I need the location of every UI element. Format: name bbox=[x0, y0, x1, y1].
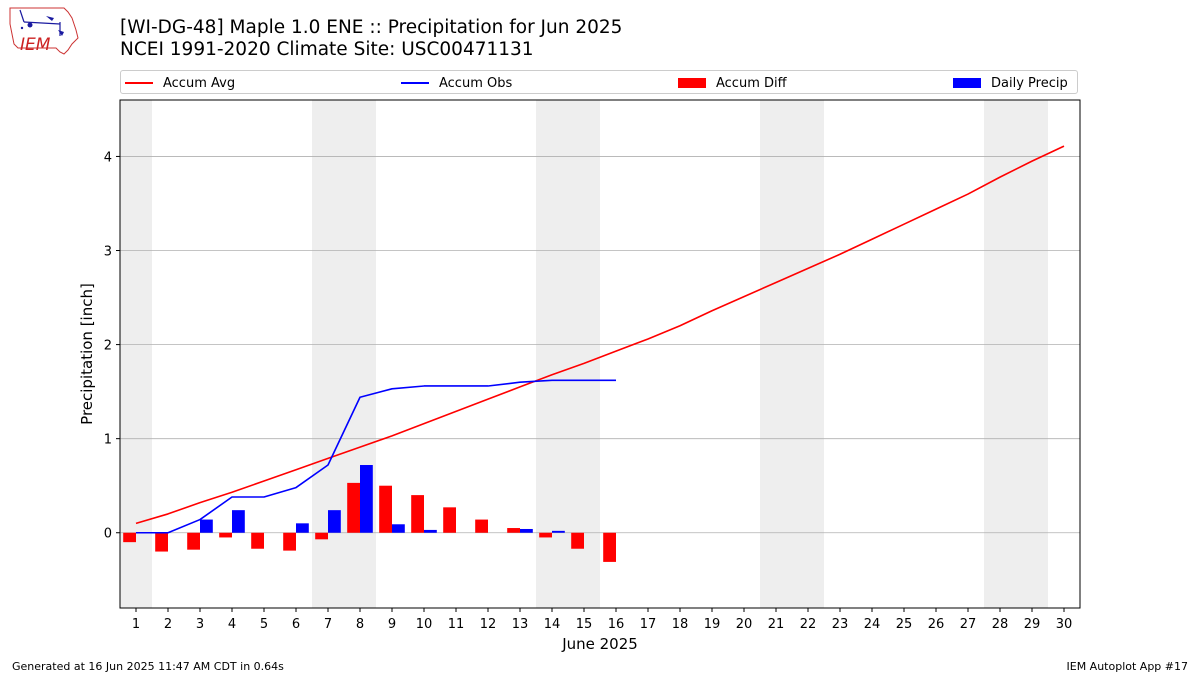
legend-swatch-accum-diff bbox=[678, 78, 706, 88]
x-tick-label-12: 12 bbox=[480, 617, 497, 632]
x-tick-label-11: 11 bbox=[448, 617, 465, 632]
plot-frame bbox=[119, 99, 1081, 609]
accum-diff-bar-15 bbox=[571, 532, 584, 549]
daily-precip-bar-6 bbox=[296, 523, 309, 533]
legend-swatch-accum-obs bbox=[401, 82, 429, 84]
x-tick-label-20: 20 bbox=[736, 617, 753, 632]
x-tick-label-29: 29 bbox=[1024, 617, 1041, 632]
lines bbox=[135, 145, 1065, 534]
x-tick-label-19: 19 bbox=[704, 617, 721, 632]
x-tick-label-9: 9 bbox=[388, 617, 396, 632]
chart-subtitle: NCEI 1991-2020 Climate Site: USC00471131 bbox=[120, 39, 534, 60]
y-tick-label-0: 0 bbox=[104, 527, 112, 542]
x-tick-label-25: 25 bbox=[896, 617, 913, 632]
x-tick-label-13: 13 bbox=[512, 617, 529, 632]
daily-precip-bar-10 bbox=[424, 529, 437, 533]
x-tick-label-22: 22 bbox=[800, 617, 817, 632]
legend-label-accum-diff: Accum Diff bbox=[716, 75, 787, 91]
y-tick-label-4: 4 bbox=[104, 150, 112, 165]
x-tick-label-14: 14 bbox=[544, 617, 561, 632]
x-tick-label-8: 8 bbox=[356, 617, 364, 632]
weekend-shade-4 bbox=[760, 100, 824, 608]
x-tick-label-2: 2 bbox=[164, 617, 172, 632]
daily-precip-bar-13 bbox=[520, 528, 533, 533]
accum-diff-bar-11 bbox=[443, 507, 456, 533]
x-tick-label-5: 5 bbox=[260, 617, 268, 632]
x-tick-label-21: 21 bbox=[768, 617, 785, 632]
accum-diff-bar-1 bbox=[123, 532, 136, 543]
x-tick-label-30: 30 bbox=[1056, 617, 1073, 632]
legend-item-daily-precip: Daily Precip bbox=[953, 74, 1068, 92]
x-tick-label-3: 3 bbox=[196, 617, 204, 632]
y-ticks: 0 1 2 3 4 bbox=[104, 150, 120, 542]
weekend-shade-1 bbox=[120, 100, 152, 608]
x-axis-label: June 2025 bbox=[561, 635, 638, 653]
legend-swatch-daily-precip bbox=[953, 78, 981, 88]
y-tick-label-1: 1 bbox=[104, 433, 112, 448]
accum-diff-bar-7 bbox=[315, 532, 328, 540]
x-ticks: 1 2 3 4 5 6 7 8 9 10 11 12 13 14 15 16 17 18 19 20 21 22 23 24 2… bbox=[132, 608, 1072, 632]
y-axis-label: Precipitation [inch] bbox=[78, 283, 96, 425]
iem-logo: IEM bbox=[6, 4, 82, 60]
legend-swatch-accum-avg bbox=[125, 82, 153, 84]
logo-text: IEM bbox=[20, 35, 51, 55]
generated-note: Generated at 16 Jun 2025 11:47 AM CDT in… bbox=[12, 660, 284, 673]
accum-diff-bar-12 bbox=[475, 519, 488, 533]
x-tick-label-26: 26 bbox=[928, 617, 945, 632]
accum-diff-bar-9 bbox=[379, 485, 392, 533]
x-tick-label-17: 17 bbox=[640, 617, 657, 632]
legend: Accum Avg Accum Obs Accum Diff Daily Pre… bbox=[120, 70, 1078, 94]
accum-diff-bar-10 bbox=[411, 495, 424, 533]
chart-title: [WI-DG-48] Maple 1.0 ENE :: Precipitatio… bbox=[120, 17, 623, 38]
x-tick-label-24: 24 bbox=[864, 617, 881, 632]
accum-diff-bar-3 bbox=[187, 532, 200, 550]
app-note: IEM Autoplot App #17 bbox=[1066, 660, 1189, 673]
x-tick-label-27: 27 bbox=[960, 617, 977, 632]
x-tick-label-23: 23 bbox=[832, 617, 849, 632]
accum-diff-bar-6 bbox=[283, 532, 296, 551]
daily-precip-bar-14 bbox=[552, 530, 565, 533]
x-tick-label-18: 18 bbox=[672, 617, 689, 632]
x-tick-label-15: 15 bbox=[576, 617, 593, 632]
accum-diff-bar-4 bbox=[219, 532, 232, 538]
legend-label-accum-obs: Accum Obs bbox=[439, 75, 513, 91]
accum-diff-bar-2 bbox=[155, 532, 168, 552]
daily-precip-bar-8 bbox=[360, 465, 373, 533]
legend-item-accum-avg: Accum Avg bbox=[125, 74, 235, 92]
accum-diff-bar-13 bbox=[507, 528, 520, 533]
legend-item-accum-obs: Accum Obs bbox=[401, 74, 512, 92]
legend-label-accum-avg: Accum Avg bbox=[163, 75, 236, 91]
x-tick-label-16: 16 bbox=[608, 617, 625, 632]
daily-precip-bar-4 bbox=[232, 510, 245, 533]
x-tick-label-4: 4 bbox=[228, 617, 236, 632]
accum-diff-bar-5 bbox=[251, 532, 264, 549]
legend-label-daily-precip: Daily Precip bbox=[991, 75, 1068, 91]
accum-diff-bar-14 bbox=[539, 532, 552, 538]
x-tick-label-28: 28 bbox=[992, 617, 1009, 632]
weekend-shading bbox=[120, 100, 1048, 608]
accum-diff-bar-16 bbox=[603, 532, 616, 562]
daily-precip-bar-3 bbox=[200, 519, 213, 533]
weekend-shade-5 bbox=[984, 100, 1048, 608]
daily-precip-bar-9 bbox=[392, 524, 405, 533]
accum-diff-bar-8 bbox=[347, 482, 360, 533]
x-tick-label-7: 7 bbox=[324, 617, 332, 632]
accum-obs-line bbox=[136, 379, 616, 534]
y-tick-label-3: 3 bbox=[104, 245, 112, 260]
y-tick-label-2: 2 bbox=[104, 339, 112, 354]
legend-item-accum-diff: Accum Diff bbox=[678, 74, 787, 92]
grid-lines bbox=[120, 156, 1080, 534]
daily-precip-bar-7 bbox=[328, 510, 341, 533]
x-tick-label-10: 10 bbox=[416, 617, 433, 632]
bars bbox=[123, 465, 616, 562]
weekend-shade-3 bbox=[536, 100, 600, 608]
x-tick-label-6: 6 bbox=[292, 617, 300, 632]
x-tick-label-1: 1 bbox=[132, 617, 140, 632]
accum-avg-line bbox=[135, 145, 1065, 525]
